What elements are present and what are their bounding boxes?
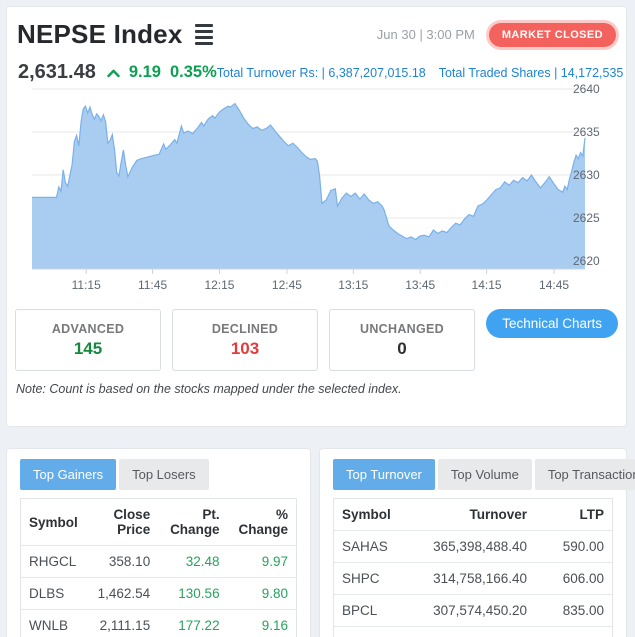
- table-header-row: Symbol Turnover LTP: [333, 498, 613, 531]
- turnover-cell: 307,574,450.20: [411, 594, 535, 627]
- advanced-stat-box: ADVANCED 145: [15, 309, 161, 371]
- index-change-group: 9.19 0.35%: [107, 63, 217, 82]
- table-row[interactable]: SAHAS 365,398,488.40 590.00: [333, 530, 613, 563]
- advanced-label: ADVANCED: [51, 321, 125, 336]
- table-row[interactable]: SHPC 314,758,166.40 606.00: [333, 562, 613, 595]
- pct-change-cell: 9.97: [227, 545, 297, 578]
- tab-top-volume[interactable]: Top Volume: [437, 459, 532, 490]
- index-point-change: 9.19: [128, 63, 161, 81]
- unchanged-label: UNCHANGED: [360, 321, 444, 336]
- close-price-cell: 1,462.54: [85, 577, 159, 610]
- symbol-cell[interactable]: SAHAS: [333, 530, 412, 563]
- market-status-badge: MARKET CLOSED: [488, 22, 616, 47]
- x-axis-label: 13:45: [405, 278, 436, 292]
- turnover-cell: 257,836,699.50: [411, 626, 535, 637]
- col-symbol: Symbol: [20, 498, 86, 546]
- declined-stat-box: DECLINED 103: [172, 309, 318, 371]
- caret-up-icon: [107, 69, 120, 78]
- y-axis-label: 2640: [573, 82, 600, 96]
- ltp-cell: 590.00: [535, 530, 613, 563]
- ltp-cell: 835.00: [535, 594, 613, 627]
- table-row[interactable]: SAPDBL 257,836,699.50 1,090.00: [333, 626, 613, 637]
- tab-top-gainers[interactable]: Top Gainers: [20, 459, 117, 490]
- turnover-cell: 365,398,488.40: [411, 530, 535, 563]
- index-percent-change: 0.35%: [169, 63, 217, 81]
- close-price-cell: 2,111.15: [85, 609, 159, 637]
- tab-top-turnover[interactable]: Top Turnover: [333, 459, 435, 490]
- pt-change-cell: 32.48: [158, 545, 228, 578]
- total-turnover-text: Total Turnover Rs: | 6,387,207,015.18: [216, 65, 426, 80]
- x-axis-label: 14:45: [539, 278, 570, 292]
- header: NEPSE Index Jun 30 | 3:00 PM MARKET CLOS…: [7, 7, 626, 50]
- symbol-cell[interactable]: SHPC: [333, 562, 412, 595]
- total-traded-shares-text: Total Traded Shares | 14,172,535: [438, 65, 624, 80]
- symbol-cell[interactable]: DLBS: [20, 577, 86, 610]
- turnover-cell: 314,758,166.40: [411, 562, 535, 595]
- tab-top-transactions[interactable]: Top Transactions: [534, 459, 635, 490]
- y-axis-label: 2630: [573, 168, 600, 182]
- index-value-group: 2,631.48 9.19 0.35%: [18, 61, 217, 84]
- area-chart-canvas[interactable]: [32, 88, 586, 276]
- col-pct-change: % Change: [227, 498, 297, 546]
- tab-top-losers[interactable]: Top Losers: [119, 459, 209, 490]
- market-breadth-row: ADVANCED 145 DECLINED 103 UNCHANGED 0 Te…: [7, 300, 626, 371]
- symbol-cell[interactable]: WNLB: [20, 609, 86, 637]
- page-title: NEPSE Index: [17, 19, 183, 49]
- symbol-cell[interactable]: SAPDBL: [333, 626, 412, 637]
- table-row[interactable]: RHGCL 358.10 32.48 9.97: [20, 545, 297, 578]
- gainers-losers-card: Top Gainers Top Losers Symbol Close Pric…: [6, 448, 311, 637]
- intraday-index-chart[interactable]: 2640 2635 2630 2625 2620 11:15 11:45 12:15 12:4…: [7, 82, 626, 300]
- index-value: 2,631.48: [18, 61, 96, 83]
- chart-axis: [32, 268, 585, 274]
- turnover-volume-card: Top Turnover Top Volume Top Transactions…: [319, 448, 635, 637]
- col-turnover: Turnover: [411, 498, 535, 531]
- pct-change-cell: 9.16: [227, 609, 297, 637]
- symbol-cell[interactable]: BPCL: [333, 594, 412, 627]
- market-datetime: Jun 30 | 3:00 PM: [376, 27, 475, 42]
- unchanged-stat-box: UNCHANGED 0: [329, 309, 475, 371]
- ltp-cell: 606.00: [535, 562, 613, 595]
- index-summary-row: 2,631.48 9.19 0.35% Total Turnover Rs: |…: [7, 50, 626, 84]
- table-row[interactable]: DLBS 1,462.54 130.56 9.80: [20, 577, 297, 610]
- ltp-cell: 1,090.00: [535, 626, 613, 637]
- unchanged-count: 0: [397, 338, 407, 358]
- y-axis-label: 2620: [573, 254, 600, 268]
- gainers-tabs: Top Gainers Top Losers: [20, 459, 297, 490]
- pt-change-cell: 130.56: [158, 577, 228, 610]
- index-menu-icon[interactable]: [195, 24, 214, 45]
- turnover-tabs: Top Turnover Top Volume Top Transactions: [333, 459, 635, 490]
- advanced-count: 145: [73, 338, 103, 358]
- close-price-cell: 358.10: [85, 545, 159, 578]
- index-line-series: [32, 102, 586, 241]
- declined-count: 103: [230, 338, 260, 358]
- turnover-info: Total Turnover Rs: | 6,387,207,015.18 To…: [217, 66, 624, 80]
- col-pt-change: Pt. Change: [158, 498, 228, 546]
- table-header-row: Symbol Close Price Pt. Change % Change: [20, 498, 297, 546]
- top-gainers-table: Symbol Close Price Pt. Change % Change R…: [20, 498, 297, 637]
- x-axis-label: 13:15: [338, 278, 369, 292]
- declined-label: DECLINED: [211, 321, 279, 336]
- table-row[interactable]: WNLB 2,111.15 177.22 9.16: [20, 609, 297, 637]
- y-axis-label: 2625: [573, 211, 600, 225]
- table-row[interactable]: BPCL 307,574,450.20 835.00: [333, 594, 613, 627]
- x-axis-label: 12:45: [271, 278, 302, 292]
- y-axis-label: 2635: [573, 125, 600, 139]
- symbol-cell[interactable]: RHGCL: [20, 545, 86, 578]
- pct-change-cell: 9.80: [227, 577, 297, 610]
- x-axis-label: 11:15: [71, 278, 101, 292]
- x-axis-label: 12:15: [204, 278, 235, 292]
- x-axis-label: 11:45: [137, 278, 168, 292]
- top-turnover-table: Symbol Turnover LTP SAHAS 365,398,488.40…: [333, 498, 613, 637]
- col-ltp: LTP: [535, 498, 613, 531]
- col-symbol: Symbol: [333, 498, 412, 531]
- col-close-price: Close Price: [85, 498, 159, 546]
- index-overview-card: NEPSE Index Jun 30 | 3:00 PM MARKET CLOS…: [6, 6, 627, 427]
- x-axis-label: 14:15: [471, 278, 502, 292]
- pt-change-cell: 177.22: [158, 609, 228, 637]
- count-note: Note: Count is based on the stocks mappe…: [16, 382, 402, 396]
- technical-charts-button[interactable]: Technical Charts: [486, 309, 618, 338]
